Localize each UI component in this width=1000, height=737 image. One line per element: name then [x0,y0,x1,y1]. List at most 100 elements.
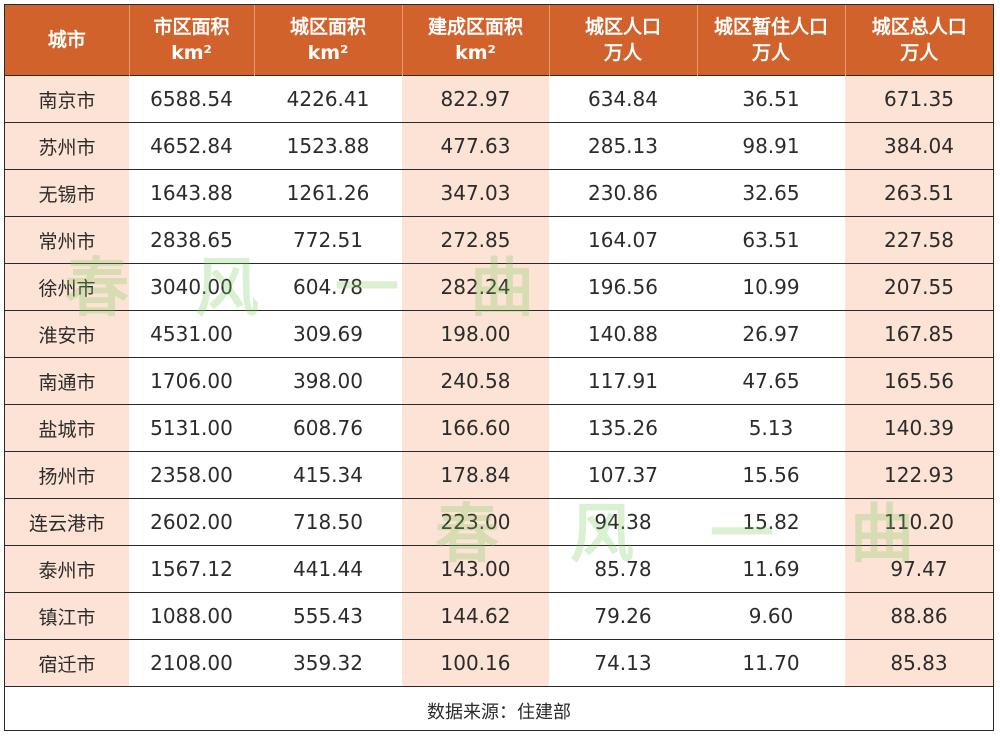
city-name-cell: 泰州市 [5,545,129,593]
table-cell: 9.60 [697,592,845,640]
table-row: 连云港市 2602.00 718.50 223.00 94.38 15.82 110.20 [5,498,993,546]
column-header-unit: 万人 [900,42,939,64]
table-cell: 347.03 [402,169,549,217]
table-cell: 196.56 [549,263,697,311]
column-header-unit: 万人 [751,42,790,64]
table-cell: 608.76 [254,404,402,452]
table-cell: 11.70 [697,639,845,687]
column-header: 城市 [5,5,130,76]
table-cell: 166.60 [402,404,549,452]
column-header-title: 建成区面积 [427,16,523,38]
table-cell: 263.51 [845,169,993,217]
table-cell: 79.26 [549,592,697,640]
table-cell: 11.69 [697,545,845,593]
column-header-unit: km² [171,42,212,64]
table-cell: 309.69 [254,310,402,358]
table-cell: 230.86 [549,169,697,217]
city-name-cell: 南京市 [5,75,129,123]
table-cell: 718.50 [254,498,402,546]
column-header: 城区总人口 万人 [845,5,993,76]
table-footer-row: 数据来源：住建部 [5,686,993,730]
table-cell: 10.99 [697,263,845,311]
table-row: 南京市 6588.54 4226.41 822.97 634.84 36.51 671.35 [5,75,993,123]
table-cell: 223.00 [402,498,549,546]
table-cell: 555.43 [254,592,402,640]
column-header-title: 城区面积 [289,16,366,38]
table-cell: 441.44 [254,545,402,593]
table-cell: 164.07 [549,216,697,264]
table-cell: 178.84 [402,451,549,499]
city-name-cell: 宿迁市 [5,639,129,687]
table-cell: 227.58 [845,216,993,264]
table-cell: 5131.00 [129,404,254,452]
table-cell: 97.47 [845,545,993,593]
table-row: 常州市 2838.65 772.51 272.85 164.07 63.51 227.58 [5,216,993,264]
column-header: 城区暂住人口 万人 [697,5,846,76]
table-cell: 477.63 [402,122,549,170]
column-header-title: 城区总人口 [871,16,967,38]
city-name-cell: 常州市 [5,216,129,264]
column-header: 市区面积 km² [129,5,255,76]
table-cell: 36.51 [697,75,845,123]
table-cell: 4226.41 [254,75,402,123]
city-name-cell: 镇江市 [5,592,129,640]
table-cell: 604.78 [254,263,402,311]
table-row: 盐城市 5131.00 608.76 166.60 135.26 5.13 140.39 [5,404,993,452]
table-row: 无锡市 1643.88 1261.26 347.03 230.86 32.65 263.51 [5,169,993,217]
table-cell: 117.91 [549,357,697,405]
table-row: 淮安市 4531.00 309.69 198.00 140.88 26.97 167.85 [5,310,993,358]
table-cell: 2602.00 [129,498,254,546]
table-cell: 1643.88 [129,169,254,217]
table-header-row: 城市 市区面积 km² 城区面积 km² 建成区面积 km² 城区人口 万人 城区暂住人口 万人 城区… [5,5,993,76]
table-cell: 272.85 [402,216,549,264]
table-cell: 107.37 [549,451,697,499]
table-cell: 415.34 [254,451,402,499]
table-cell: 1261.26 [254,169,402,217]
table-cell: 6588.54 [129,75,254,123]
table-cell: 74.13 [549,639,697,687]
table-cell: 88.86 [845,592,993,640]
column-header: 城区面积 km² [254,5,403,76]
table-cell: 135.26 [549,404,697,452]
table-cell: 143.00 [402,545,549,593]
table-cell: 63.51 [697,216,845,264]
table-row: 徐州市 3040.00 604.78 282.24 196.56 10.99 207.55 [5,263,993,311]
table-cell: 2358.00 [129,451,254,499]
column-header-title: 城市 [47,29,86,51]
table-cell: 3040.00 [129,263,254,311]
table-cell: 240.58 [402,357,549,405]
table-cell: 144.62 [402,592,549,640]
city-name-cell: 无锡市 [5,169,129,217]
table-row: 宿迁市 2108.00 359.32 100.16 74.13 11.70 85.83 [5,639,993,687]
table-cell: 772.51 [254,216,402,264]
table-cell: 1706.00 [129,357,254,405]
table-row: 南通市 1706.00 398.00 240.58 117.91 47.65 165.56 [5,357,993,405]
table-cell: 207.55 [845,263,993,311]
table-cell: 2838.65 [129,216,254,264]
column-header-unit: km² [455,42,496,64]
table-cell: 26.97 [697,310,845,358]
column-header-unit: 万人 [603,42,642,64]
table-cell: 140.88 [549,310,697,358]
data-table-frame: 城市 市区面积 km² 城区面积 km² 建成区面积 km² 城区人口 万人 城区暂住人口 万人 城区… [4,4,994,731]
city-name-cell: 南通市 [5,357,129,405]
table-cell: 167.85 [845,310,993,358]
table-cell: 15.56 [697,451,845,499]
table-cell: 1523.88 [254,122,402,170]
city-name-cell: 扬州市 [5,451,129,499]
table-cell: 282.24 [402,263,549,311]
table-cell: 4652.84 [129,122,254,170]
city-name-cell: 连云港市 [5,498,129,546]
column-header: 建成区面积 km² [402,5,550,76]
table-cell: 15.82 [697,498,845,546]
city-name-cell: 淮安市 [5,310,129,358]
column-header-title: 城区暂住人口 [713,16,828,38]
table-cell: 1567.12 [129,545,254,593]
column-header-unit: km² [307,42,349,64]
column-header-title: 市区面积 [153,16,230,38]
table-cell: 140.39 [845,404,993,452]
table-cell: 398.00 [254,357,402,405]
table-cell: 85.78 [549,545,697,593]
table-cell: 285.13 [549,122,697,170]
table-cell: 5.13 [697,404,845,452]
